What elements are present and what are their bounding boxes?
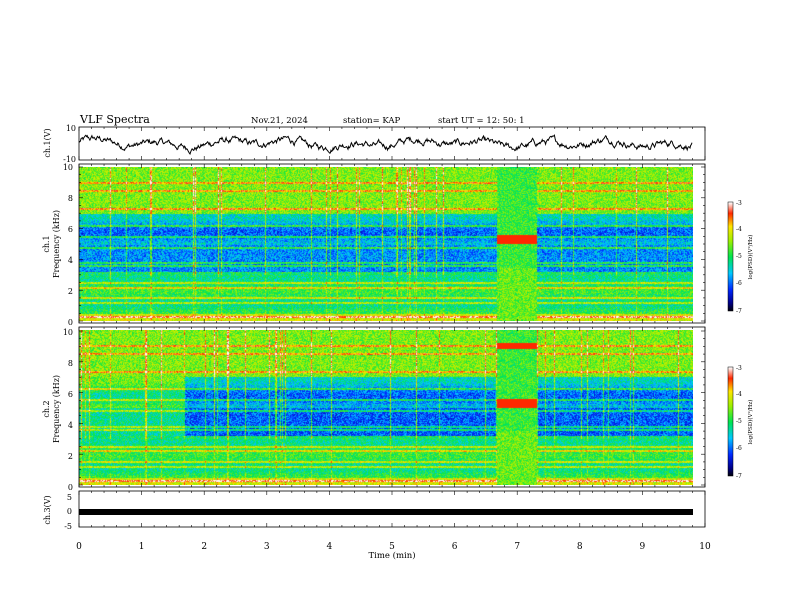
ch1-cb-tick-m7: -7	[736, 308, 742, 315]
xtick-7: 7	[514, 542, 520, 552]
ch1-ytick-8: 8	[68, 194, 73, 203]
ch2-colorbar: -3 -4 -5 -6 -7 log(PSD)(V²/Hz)	[727, 365, 754, 480]
ch2-ytick-8: 8	[68, 359, 73, 368]
xtick-9: 9	[640, 542, 646, 552]
ch1-spectrogram-panel: 0 2 4 6 8 10 ch.1 Frequency (kHz)	[42, 163, 706, 327]
ch2-channel-label: ch.2	[42, 400, 51, 417]
ch2-spectrogram-image	[79, 330, 693, 485]
ch2-ytick-4: 4	[68, 421, 73, 430]
ch3-ylabel: ch.3(V)	[43, 495, 52, 524]
xtick-6: 6	[452, 542, 458, 552]
ch1-waveform-ticks	[78, 127, 706, 160]
ch2-spectrogram-ticks	[78, 327, 706, 487]
ch1-ytick-10: 10	[63, 163, 73, 172]
ch1-spectrogram-ytick-labels: 0 2 4 6 8 10	[63, 163, 73, 327]
ch2-cb-tick-m5: -5	[736, 418, 742, 425]
ch1-frequency-label: Frequency (kHz)	[52, 210, 61, 278]
ch2-ytick-10: 10	[63, 328, 73, 337]
ch1-cb-tick-m5: -5	[736, 253, 742, 260]
ch1-ytick-bottom: -10	[63, 155, 76, 164]
ch1-colorbar: -3 -4 -5 -6 -7 log(PSD)(V²/Hz)	[727, 200, 754, 315]
xtick-10: 10	[699, 542, 711, 552]
xtick-0: 0	[76, 542, 82, 552]
ch3-ytick-m5: -5	[64, 522, 72, 531]
ch1-ytick-0: 0	[68, 318, 73, 327]
ch1-ytick-6: 6	[68, 225, 73, 234]
ch2-spectrogram-panel: 0 2 4 6 8 10 ch.2 Frequency (kHz)	[42, 326, 706, 492]
ch3-waveform-ticks	[78, 491, 706, 527]
ch2-cb-tick-m3: -3	[736, 365, 742, 372]
ch2-cb-tick-m6: -6	[736, 445, 742, 452]
station-label: station= KAP	[343, 116, 401, 126]
ch1-spectrogram-image	[79, 167, 693, 321]
ch2-ytick-0: 0	[68, 483, 73, 492]
ch1-colorbar-image	[728, 202, 733, 311]
ch2-ytick-6: 6	[68, 390, 73, 399]
ch2-colorbar-label: log(PSD)(V²/Hz)	[747, 400, 754, 445]
figure-title: VLF Spectra	[79, 113, 150, 126]
ch1-channel-label: ch.1	[42, 235, 51, 252]
ch3-ytick-5: 5	[67, 493, 72, 502]
time-axis-label: Time (min)	[368, 550, 415, 561]
ch3-waveform-band	[79, 509, 693, 515]
ch1-colorbar-frame	[727, 201, 734, 312]
start-time-label: start UT = 12: 50: 1	[438, 116, 525, 126]
xtick-5: 5	[389, 542, 395, 552]
xtick-2: 2	[201, 542, 207, 552]
ch1-ytick-2: 2	[68, 287, 73, 296]
ch1-ylabel: ch.1(V)	[43, 128, 52, 157]
ch1-ytick-top: 10	[66, 124, 76, 133]
ch1-cb-tick-m4: -4	[736, 226, 742, 233]
date-label: Nov.21, 2024	[251, 116, 308, 126]
ch1-waveform-panel: 10 -10 ch.1(V)	[43, 124, 706, 164]
ch1-ytick-4: 4	[68, 256, 73, 265]
ch2-spectrogram-ytick-labels: 0 2 4 6 8 10	[63, 328, 73, 492]
ch2-cb-tick-m4: -4	[736, 391, 742, 398]
ch3-ytick-0: 0	[67, 507, 72, 516]
ch2-colorbar-image	[728, 367, 733, 476]
xtick-1: 1	[139, 542, 145, 552]
ch1-cb-tick-m3: -3	[736, 200, 742, 207]
ch1-cb-tick-m6: -6	[736, 280, 742, 287]
ch1-waveform-line	[78, 134, 693, 156]
time-axis: 0 1 2 3 4 5 6 7 8 9 10 Time (min)	[76, 542, 711, 561]
ch3-waveform-panel: 5 0 -5 ch.3(V)	[43, 490, 706, 531]
ch1-spectrogram-ticks	[78, 164, 706, 323]
ch1-colorbar-label: log(PSD)(V²/Hz)	[747, 235, 754, 280]
xtick-8: 8	[577, 542, 583, 552]
xtick-3: 3	[264, 542, 270, 552]
ch2-cb-tick-m7: -7	[736, 473, 742, 480]
ch2-frequency-label: Frequency (kHz)	[52, 375, 61, 443]
xtick-4: 4	[327, 542, 333, 552]
ch2-ytick-2: 2	[68, 452, 73, 461]
ch2-colorbar-frame	[727, 366, 734, 477]
